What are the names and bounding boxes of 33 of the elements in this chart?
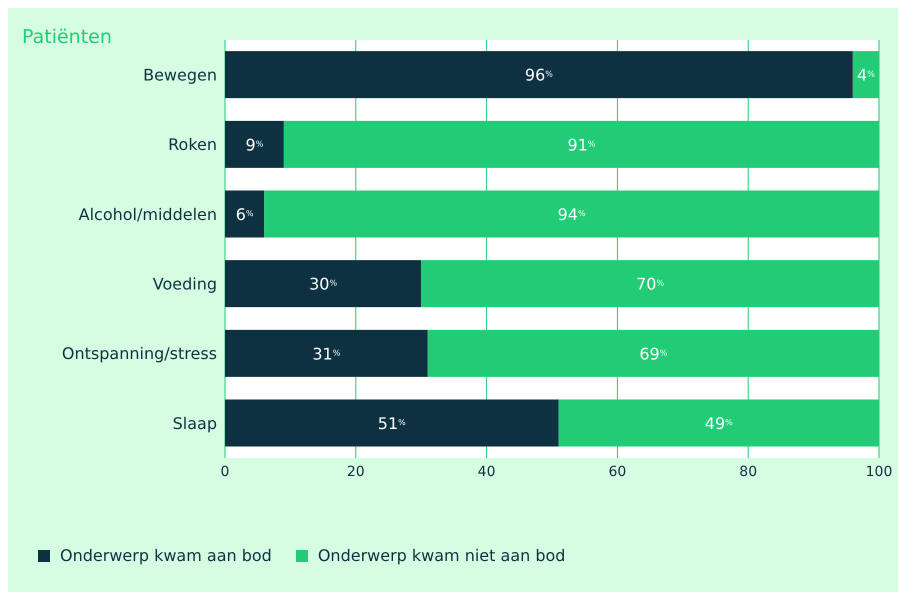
x-tick-label: 20	[346, 464, 365, 480]
x-tick-label: 60	[608, 464, 626, 480]
bar	[225, 330, 428, 377]
data-label: 51$^{%}$	[378, 414, 406, 433]
bar	[225, 190, 264, 238]
data-label: 91$^{%}$	[567, 135, 596, 154]
legend-label: Onderwerp kwam niet aan bod	[318, 546, 566, 565]
data-label: 9$^{%}$	[246, 135, 264, 154]
bar	[225, 120, 284, 168]
y-tick-label: Ontspanning/stress	[62, 344, 217, 364]
bar	[225, 260, 422, 308]
y-tick-label: Roken	[168, 135, 217, 154]
y-tick-label: Bewegen	[143, 66, 217, 85]
x-tick-label: 40	[478, 464, 496, 480]
y-tick-label: Slaap	[172, 414, 217, 433]
bar	[225, 51, 853, 98]
bar	[225, 399, 559, 446]
y-tick-label: Alcohol/middelen	[78, 204, 217, 224]
data-label: 96$^{%}$	[524, 66, 554, 85]
data-label: 6$^{%}$	[236, 204, 254, 224]
data-label: 4$^{%}$	[857, 66, 876, 85]
x-tick-label: 80	[739, 464, 758, 480]
x-tick-label: 100	[866, 464, 892, 480]
legend-label: Onderwerp kwam aan bod	[60, 546, 272, 565]
data-label: 69$^{%}$	[639, 344, 668, 364]
x-tick-label: 0	[220, 464, 230, 480]
data-label: 49$^{%}$	[704, 414, 734, 433]
text: Patiënten	[22, 26, 112, 48]
y-tick-label: Voeding	[152, 274, 217, 294]
data-label: 30$^{%}$	[309, 274, 338, 294]
data-label: 94$^{%}$	[558, 204, 586, 224]
data-label: 70$^{%}$	[636, 274, 664, 294]
data-label: 31$^{%}$	[312, 344, 341, 364]
